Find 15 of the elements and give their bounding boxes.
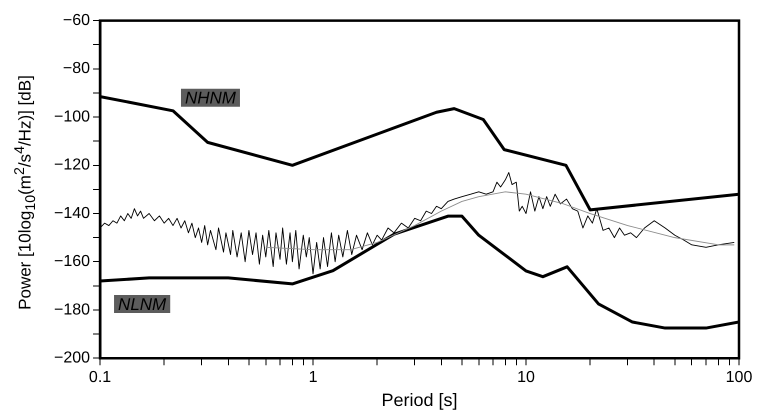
x-tick-label: 100 bbox=[726, 369, 752, 386]
y-tick-label: −80 bbox=[62, 60, 90, 78]
y-tick-label: −60 bbox=[62, 12, 90, 30]
series-label: NLNM bbox=[118, 294, 168, 314]
y-tick-label: −180 bbox=[54, 301, 90, 318]
y-tick-label: −160 bbox=[54, 253, 90, 270]
y-tick-label: −120 bbox=[54, 156, 90, 174]
x-tick-label: 0.1 bbox=[88, 369, 112, 386]
series-label: NHNM bbox=[184, 88, 237, 108]
y-tick-label: −140 bbox=[54, 204, 90, 222]
x-axis-title: Period [s] bbox=[381, 390, 458, 410]
x-tick-label: 10 bbox=[517, 369, 536, 386]
y-tick-label: −200 bbox=[54, 350, 90, 367]
y-tick-label: −100 bbox=[54, 108, 90, 126]
x-tick-label: 1 bbox=[308, 369, 318, 386]
